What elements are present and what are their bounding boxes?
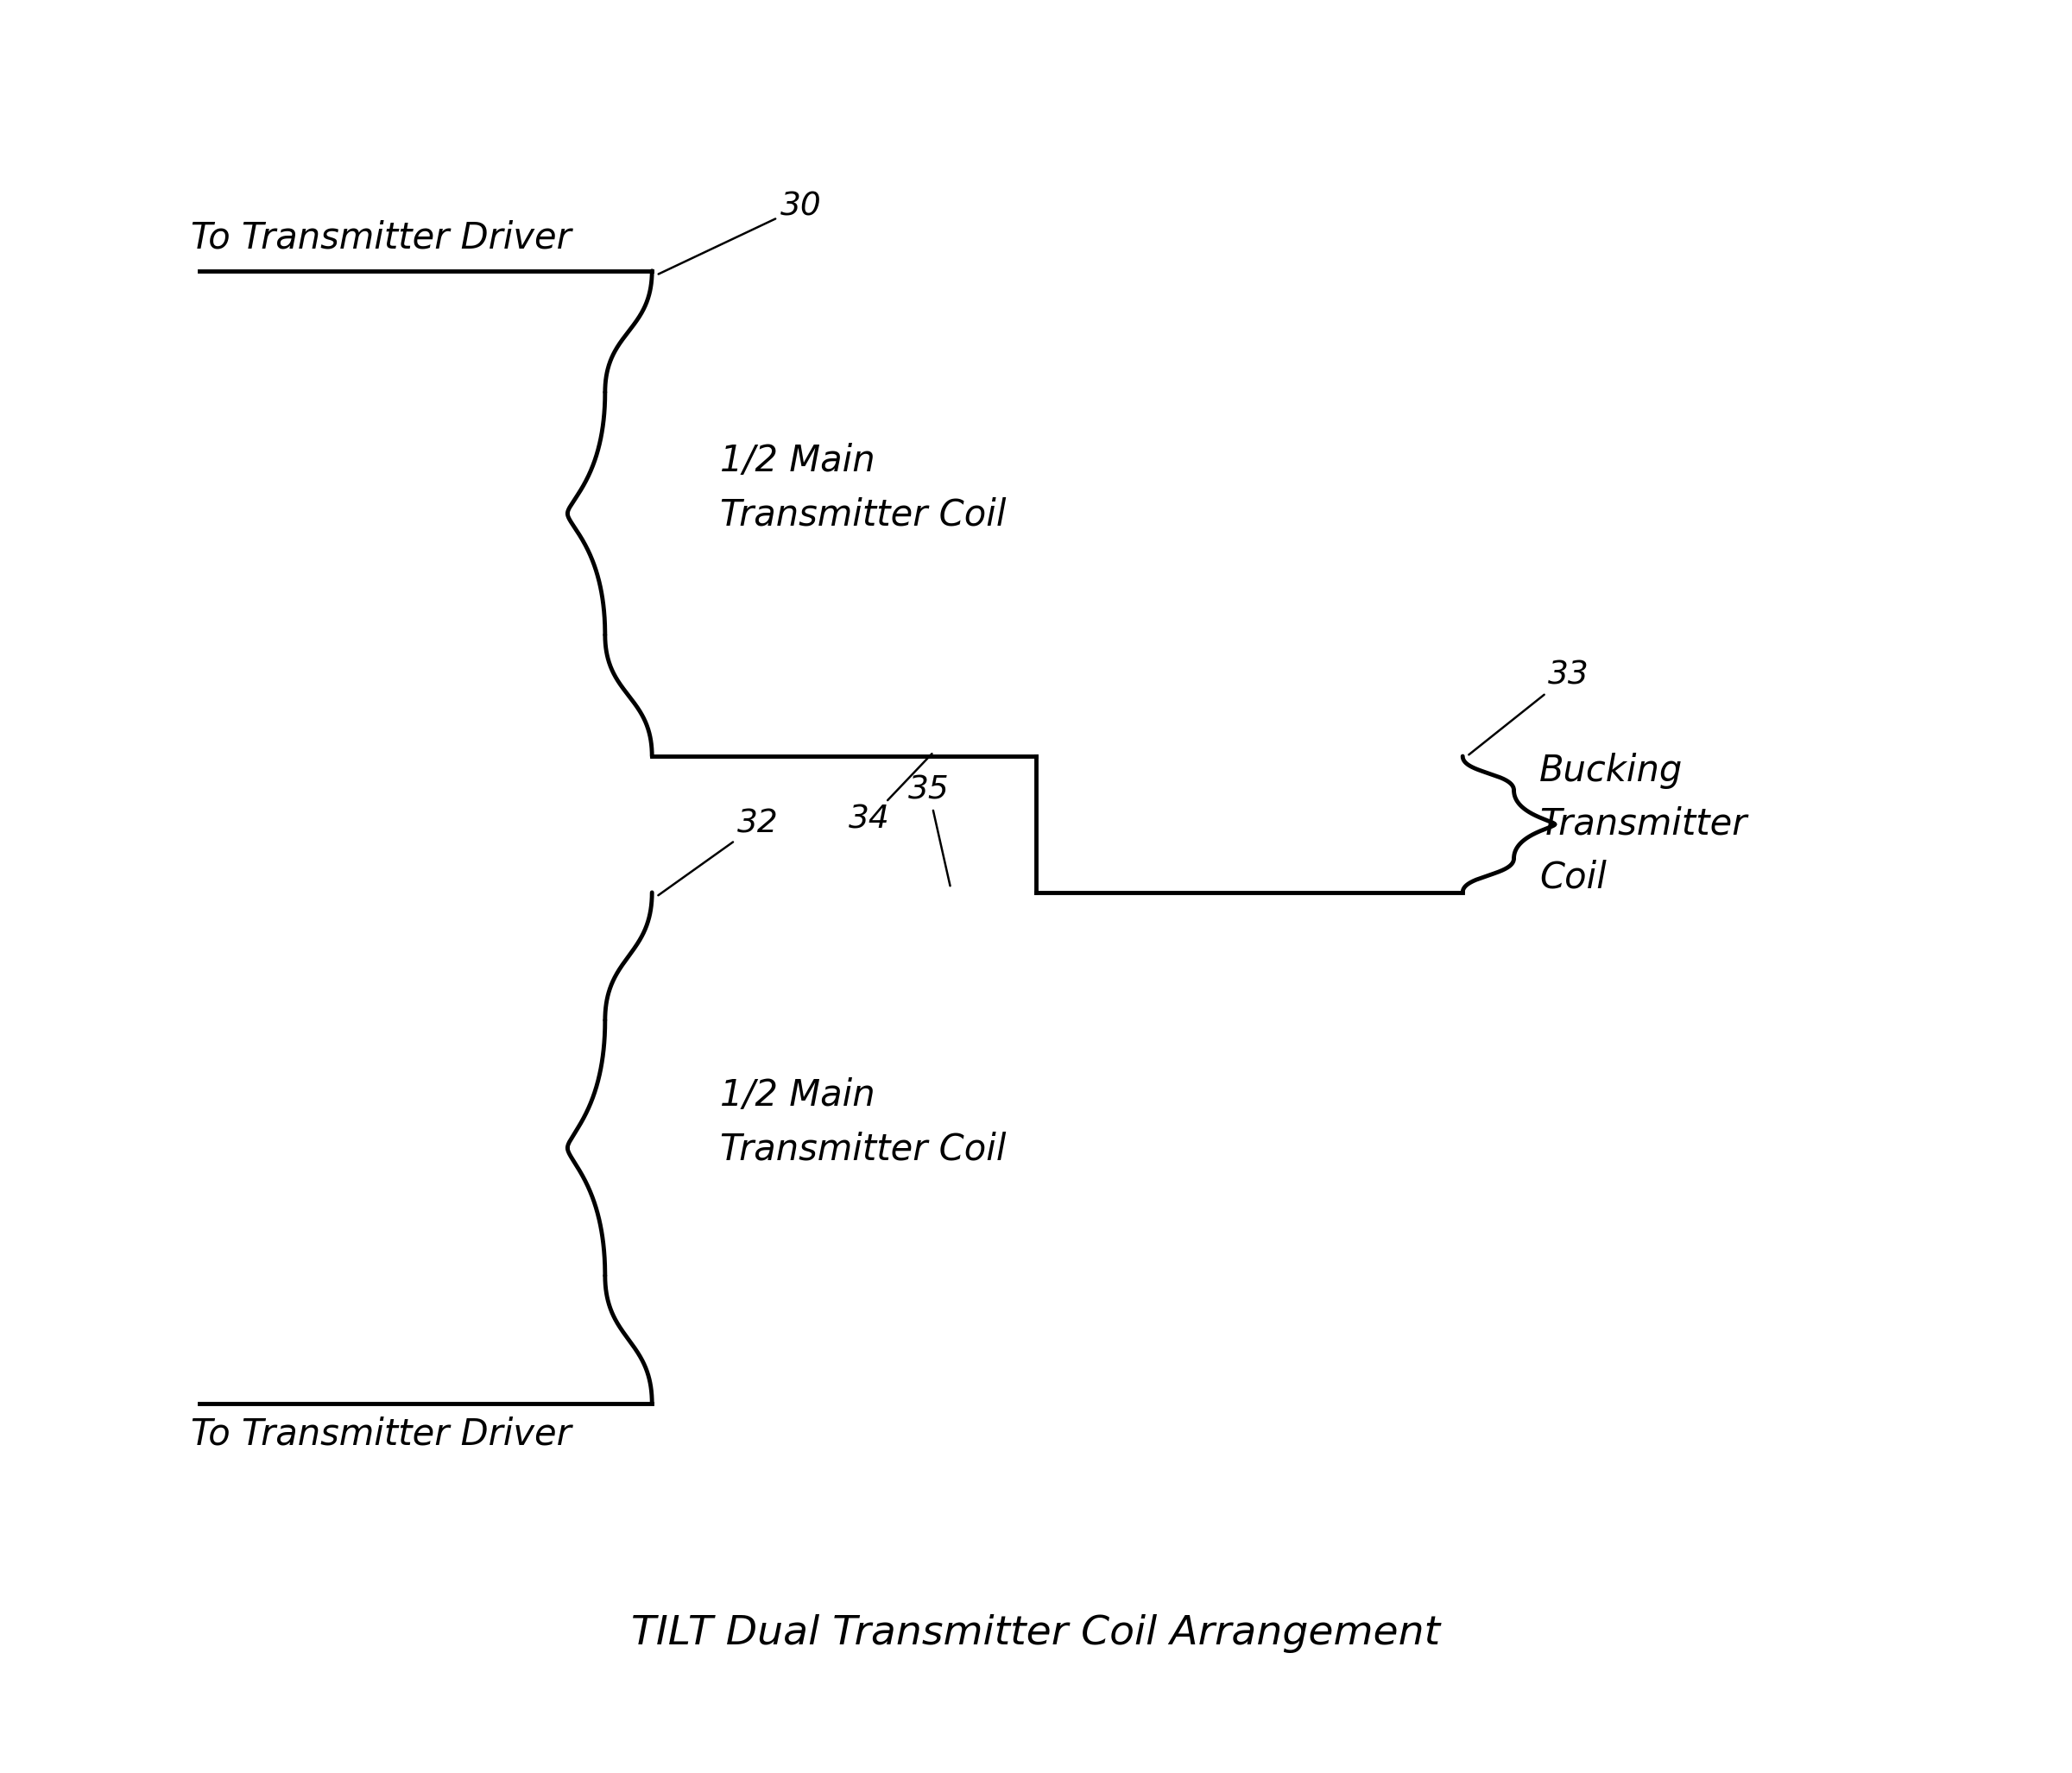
Text: To Transmitter Driver: To Transmitter Driver xyxy=(191,1417,572,1452)
Text: 32: 32 xyxy=(659,808,779,895)
Text: 34: 34 xyxy=(847,754,932,835)
Text: 33: 33 xyxy=(1469,660,1589,755)
Text: 35: 35 xyxy=(908,775,951,886)
Text: 30: 30 xyxy=(659,191,821,275)
Text: To Transmitter Driver: To Transmitter Driver xyxy=(191,220,572,255)
Text: Bucking
Transmitter
Coil: Bucking Transmitter Coil xyxy=(1539,754,1747,895)
Text: TILT Dual Transmitter Coil Arrangement: TILT Dual Transmitter Coil Arrangement xyxy=(632,1613,1440,1652)
Text: 1/2 Main
Transmitter Coil: 1/2 Main Transmitter Coil xyxy=(721,1078,1007,1167)
Text: 1/2 Main
Transmitter Coil: 1/2 Main Transmitter Coil xyxy=(721,443,1007,534)
